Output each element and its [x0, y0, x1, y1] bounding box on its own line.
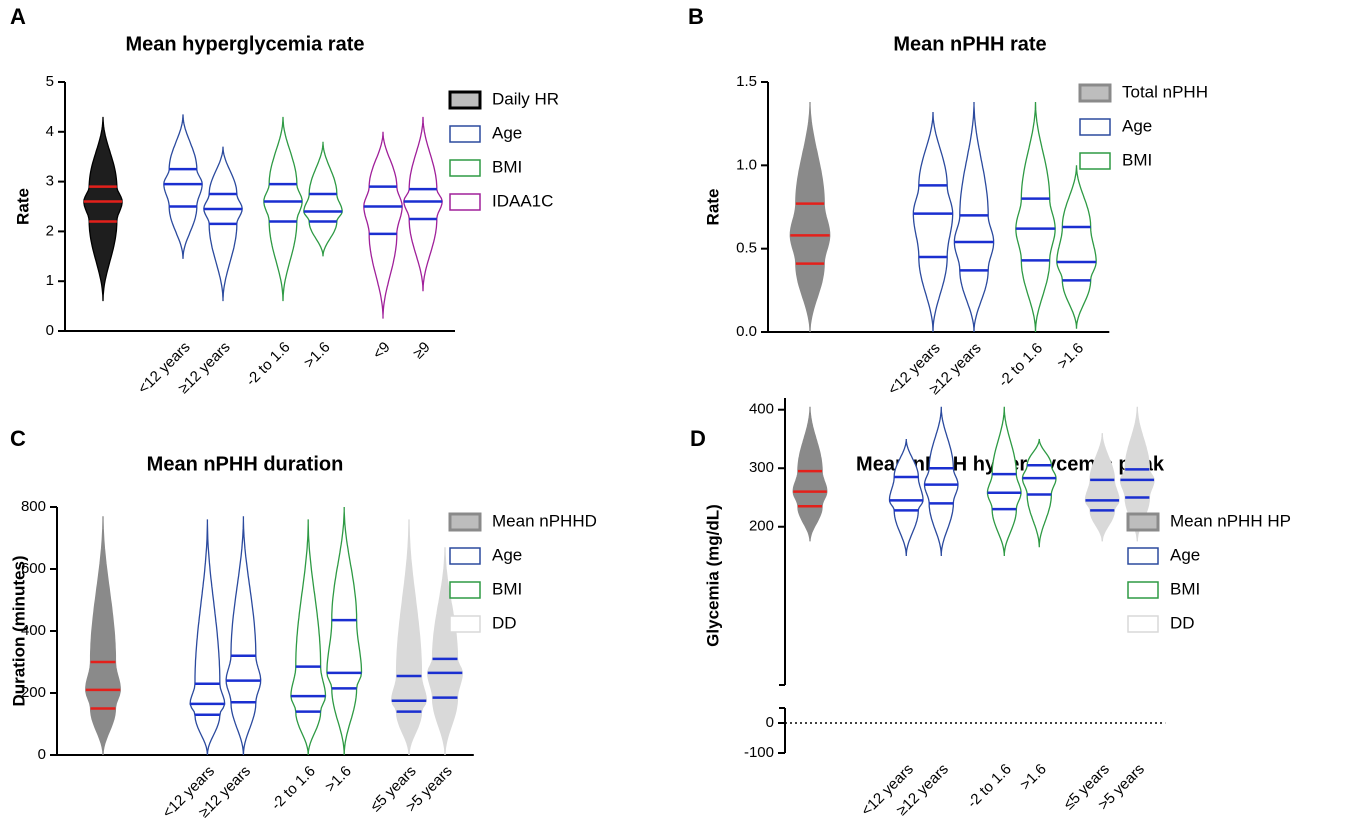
legend-label: Total nPHH	[1122, 82, 1208, 101]
legend-label: BMI	[1170, 579, 1200, 598]
y-axis-label: Rate	[703, 189, 722, 226]
y-tick-label: 3	[46, 173, 54, 190]
legend-label: Daily HR	[492, 89, 559, 108]
legend-label: BMI	[492, 579, 522, 598]
violin	[1119, 406, 1155, 542]
legend-swatch	[448, 512, 482, 532]
y-tick-label: 600	[21, 560, 46, 577]
legend-swatch	[449, 581, 481, 599]
violin	[83, 116, 123, 302]
legend-label: DD	[492, 613, 517, 632]
legend-swatch	[449, 125, 481, 143]
y-tick-label: 4	[46, 123, 54, 140]
violin	[326, 507, 363, 756]
violin	[403, 116, 443, 292]
legend-swatch	[449, 615, 481, 633]
x-tick-label: >1.6	[1054, 340, 1087, 373]
legend-label: Mean nPHH HP	[1170, 511, 1291, 530]
violin	[923, 406, 959, 557]
violin	[1015, 101, 1056, 333]
y-tick-label: 0.0	[736, 323, 757, 340]
legend-swatch	[1126, 512, 1160, 532]
y-tick-label: 800	[21, 498, 46, 515]
panel-letter: C	[10, 426, 26, 451]
y-tick-label: 0	[38, 746, 46, 763]
y-tick-label: 1.5	[736, 73, 757, 90]
legend-swatch	[448, 90, 482, 110]
y-axis-label: Glycemia (mg/dL)	[703, 504, 722, 647]
violin	[427, 547, 463, 756]
y-axis-label: Duration (minutes)	[9, 555, 28, 706]
legend-label: Age	[492, 545, 522, 564]
legend-swatch	[1079, 152, 1111, 170]
violin	[1084, 433, 1120, 542]
x-tick-label: ≥9	[410, 339, 434, 363]
y-tick-label: 300	[749, 459, 774, 476]
violin	[953, 102, 995, 333]
y-tick-label: 2	[46, 222, 54, 239]
legend-swatch	[449, 547, 481, 565]
legend-label: BMI	[492, 157, 522, 176]
x-tick-label: -2 to 1.6	[964, 761, 1015, 812]
legend-label: Age	[1122, 116, 1152, 135]
panel-letter: B	[688, 4, 704, 29]
violin	[391, 519, 427, 756]
x-tick-label: -2 to 1.6	[995, 340, 1046, 391]
legend-swatch	[1079, 118, 1111, 136]
violin	[792, 406, 828, 542]
violin	[85, 516, 121, 756]
y-tick-label: 0	[766, 714, 774, 731]
y-tick-label: 0.5	[736, 240, 757, 257]
y-tick-label: 200	[749, 518, 774, 535]
x-tick-label: >1.6	[301, 339, 334, 372]
legend-swatch	[1127, 615, 1159, 633]
violin	[303, 141, 343, 257]
violin	[888, 438, 924, 557]
violin	[912, 111, 954, 333]
panel-letter: A	[10, 4, 26, 29]
x-tick-label: >1.6	[322, 763, 355, 796]
legend-swatch	[1127, 581, 1159, 599]
legend-swatch	[449, 159, 481, 177]
chart-title: Mean nPHH rate	[893, 33, 1046, 55]
legend-label: DD	[1170, 613, 1195, 632]
legend-label: Mean nPHHD	[492, 511, 597, 530]
violin	[363, 131, 403, 319]
violin	[986, 406, 1022, 557]
chart-title: Mean hyperglycemia rate	[126, 33, 365, 55]
legend-label: BMI	[1122, 150, 1152, 169]
y-tick-label: 400	[749, 401, 774, 418]
y-tick-label: 200	[21, 684, 46, 701]
legend-swatch	[1078, 83, 1112, 103]
x-tick-label: <9	[370, 339, 394, 363]
violin	[1056, 165, 1097, 329]
legend-label: IDAA1C	[492, 191, 553, 210]
y-tick-label: 5	[46, 73, 54, 90]
legend-label: Age	[492, 123, 522, 142]
y-tick-label: 1	[46, 272, 54, 289]
x-tick-label: -2 to 1.6	[268, 763, 319, 814]
legend-label: Age	[1170, 545, 1200, 564]
legend-swatch	[1127, 547, 1159, 565]
violin	[290, 519, 327, 756]
violin	[263, 116, 303, 302]
y-tick-label: 0	[46, 322, 54, 339]
y-tick-label: 1.0	[736, 156, 757, 173]
panel-letter: D	[690, 426, 706, 451]
y-tick-label: -100	[744, 744, 774, 761]
violin	[789, 102, 831, 333]
y-tick-label: 400	[21, 622, 46, 639]
legend-swatch	[449, 193, 481, 211]
violin	[189, 519, 226, 756]
x-tick-label: -2 to 1.6	[243, 339, 294, 390]
y-axis-label: Rate	[13, 188, 32, 225]
chart-title: Mean nPHH duration	[147, 453, 344, 475]
x-tick-label: >1.6	[1017, 761, 1050, 794]
violin	[163, 114, 203, 259]
violin	[225, 516, 262, 756]
